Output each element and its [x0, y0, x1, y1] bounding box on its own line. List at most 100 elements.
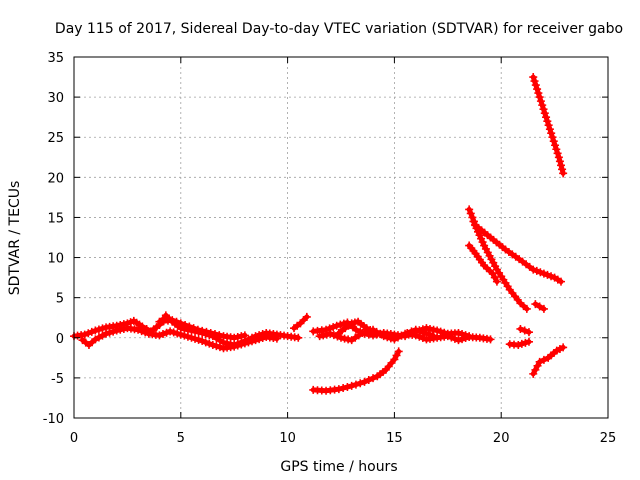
data-point-marker	[162, 328, 171, 337]
data-point-marker	[105, 328, 114, 337]
data-point-marker	[531, 300, 540, 309]
data-point-marker	[529, 73, 538, 82]
data-point-marker	[533, 361, 542, 370]
data-point-marker	[548, 133, 557, 142]
data-point-marker	[539, 105, 548, 114]
data-point-marker	[233, 341, 242, 350]
data-point-marker	[356, 379, 365, 388]
data-point-marker	[559, 343, 568, 352]
data-point-marker	[450, 334, 459, 343]
data-point-marker	[194, 335, 203, 344]
data-point-marker	[272, 334, 281, 343]
data-point-marker	[535, 357, 544, 366]
data-point-marker	[230, 342, 239, 351]
data-point-marker	[322, 330, 331, 339]
y-tick-label: 25	[47, 131, 64, 146]
data-point-marker	[517, 339, 526, 348]
data-point-marker	[539, 269, 548, 278]
data-point-marker	[212, 342, 221, 351]
data-point-marker	[524, 337, 533, 346]
data-point-marker	[543, 117, 552, 126]
series-pass-9	[403, 325, 437, 340]
data-point-marker	[251, 336, 260, 345]
data-point-marker	[390, 355, 399, 364]
data-point-marker	[141, 328, 150, 337]
data-point-marker	[334, 385, 343, 394]
data-point-marker	[522, 304, 531, 313]
data-point-marker	[360, 377, 369, 386]
data-point-marker	[137, 327, 146, 336]
data-point-marker	[116, 325, 125, 334]
data-point-marker	[551, 141, 560, 150]
data-point-marker	[539, 304, 548, 313]
data-point-marker	[248, 337, 256, 346]
data-point-marker	[531, 81, 540, 90]
x-tick-label: 5	[177, 431, 185, 446]
data-point-marker	[169, 328, 178, 337]
plot-frame	[73, 56, 609, 419]
x-tick-label: 15	[386, 431, 403, 446]
data-point-marker	[91, 326, 100, 335]
data-point-marker	[418, 334, 427, 343]
data-point-marker	[166, 327, 175, 336]
data-point-marker	[358, 328, 367, 337]
data-point-marker	[447, 333, 456, 342]
data-point-marker	[539, 355, 548, 364]
data-point-marker	[215, 331, 224, 340]
data-point-marker	[244, 338, 253, 347]
data-point-marker	[524, 328, 533, 337]
data-point-marker	[386, 332, 395, 341]
data-point-marker	[547, 272, 556, 281]
data-point-marker	[543, 270, 552, 279]
data-point-marker	[347, 381, 356, 390]
data-point-marker	[542, 113, 551, 122]
data-point-marker	[369, 374, 378, 383]
series-pass-10	[465, 205, 566, 286]
data-point-marker	[176, 319, 185, 328]
data-point-marker	[407, 327, 416, 336]
y-tick-label: 5	[56, 292, 64, 307]
data-point-marker	[544, 121, 553, 130]
data-point-marker	[465, 205, 474, 214]
data-point-marker	[424, 330, 433, 339]
data-point-marker	[555, 157, 564, 166]
data-point-marker	[210, 330, 219, 339]
data-point-marker	[202, 327, 211, 336]
data-point-marker	[422, 324, 431, 333]
data-point-marker	[336, 320, 345, 329]
data-point-marker	[176, 330, 185, 339]
data-point-marker	[315, 332, 324, 341]
data-point-marker	[426, 324, 434, 333]
data-point-marker	[516, 324, 525, 333]
data-point-marker	[172, 317, 181, 326]
data-point-marker	[183, 332, 192, 341]
data-point-marker	[492, 277, 501, 286]
data-point-marker	[428, 331, 437, 340]
x-tick-label: 25	[600, 431, 617, 446]
data-point-marker	[545, 125, 554, 134]
y-tick-label: 10	[47, 252, 64, 267]
data-point-marker	[340, 334, 349, 343]
y-tick-label: 0	[56, 332, 64, 347]
series-pass-14	[529, 73, 568, 178]
data-point-marker	[180, 331, 189, 340]
chart-title: Day 115 of 2017, Sidereal Day-to-day VTE…	[55, 21, 623, 37]
data-point-marker	[294, 333, 303, 342]
data-point-marker	[547, 129, 556, 138]
data-point-marker	[466, 209, 475, 218]
series-pass-4	[290, 312, 311, 333]
data-point-marker	[87, 327, 96, 336]
data-point-marker	[185, 322, 194, 331]
data-point-marker	[461, 334, 470, 343]
data-point-marker	[94, 325, 103, 334]
series-pass-17	[529, 343, 568, 378]
data-point-marker	[488, 269, 497, 278]
data-point-marker	[381, 331, 390, 340]
data-point-marker	[458, 335, 467, 344]
data-point-marker	[520, 326, 529, 335]
data-point-marker	[344, 335, 353, 344]
data-point-marker	[559, 169, 568, 178]
data-point-marker	[168, 316, 177, 325]
data-point-marker	[394, 347, 403, 356]
data-point-marker	[339, 384, 348, 393]
